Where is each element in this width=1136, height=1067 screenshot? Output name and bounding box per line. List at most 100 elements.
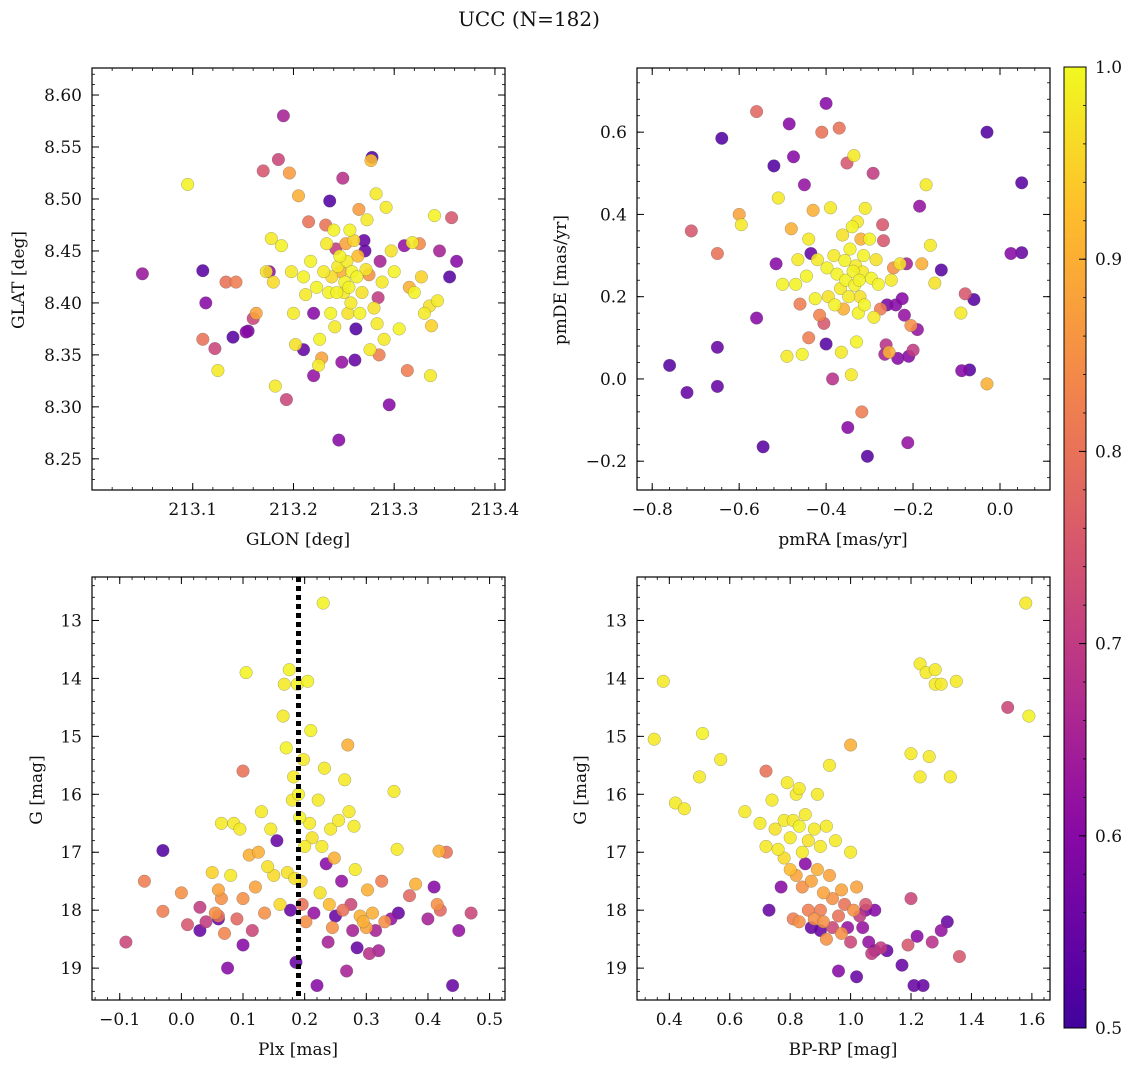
plx-point [245, 923, 259, 938]
cmd-y-tick-label: 18 [605, 901, 627, 921]
pm-point [827, 249, 841, 263]
cmd-point [801, 834, 815, 848]
sky-y-tick-label: 8.30 [44, 398, 82, 418]
plx-point [264, 822, 278, 836]
plx-point [239, 666, 253, 680]
pm-point [1004, 246, 1018, 261]
plx-point [360, 883, 375, 897]
plx-point [390, 842, 404, 856]
cmd-x-tick-label: 0.6 [716, 1010, 743, 1030]
sky-point [266, 275, 280, 289]
pm-point [923, 238, 937, 252]
plx-axes: −0.1 0.0 0.1 0.2 0.3 0.4 0.5 13 14 15 16 17 18 19 [60, 576, 506, 1030]
plx-point [342, 805, 356, 819]
cmd-y-tick-label: 13 [605, 611, 627, 631]
pm-point [934, 263, 948, 277]
plx-point [338, 773, 352, 787]
plx-point [350, 941, 364, 955]
pm-point [834, 345, 848, 359]
cmd-point [949, 674, 963, 688]
colorbar: 0.5 0.6 0.7 0.8 0.9 1.0 [1063, 58, 1122, 1039]
sky-point [424, 319, 439, 333]
sky-point [360, 213, 374, 227]
sky-point [414, 270, 428, 284]
pm-point [802, 331, 816, 345]
plx-y-tick-label: 19 [60, 959, 82, 979]
pm-point [858, 201, 872, 215]
pm-point [882, 345, 896, 359]
plx-point [348, 863, 362, 877]
cmd-point [831, 909, 846, 923]
cmd-y-axis-label: G [mag] [571, 755, 591, 824]
pm-point [844, 368, 858, 382]
pm-x-tick-label: 0.0 [986, 500, 1013, 520]
pm-point [871, 277, 885, 291]
plx-point [307, 906, 321, 920]
pm-point [852, 273, 866, 287]
sky-frame [91, 67, 506, 491]
plx-point [279, 741, 293, 755]
sky-point [432, 244, 447, 258]
plx-point [282, 663, 296, 677]
cmd-point [856, 921, 870, 935]
pm-point [919, 178, 933, 192]
plx-point [310, 978, 324, 993]
panel-proper-motion: −0.8 −0.6 −0.4 −0.2 0.0 −0.2 0.0 0.2 0.4 0.6 pmRA… [551, 67, 1051, 550]
cmd-point [656, 674, 670, 688]
plx-point [347, 819, 361, 833]
plx-point [316, 596, 330, 610]
cmd-point [844, 738, 858, 752]
pm-point [767, 159, 781, 173]
plx-point [214, 816, 228, 830]
plx-point [432, 844, 446, 858]
cmd-axes: 0.4 0.6 0.8 1.0 1.2 1.4 1.6 13 14 15 16 17 18 19 [605, 576, 1051, 1030]
plx-point [421, 912, 435, 926]
sky-point [310, 280, 324, 294]
cmd-point [647, 732, 661, 746]
sky-point [291, 189, 306, 203]
sky-y-tick-label: 8.35 [44, 346, 82, 366]
pm-point [845, 220, 859, 234]
plx-point [336, 903, 350, 917]
sky-point [348, 353, 362, 367]
cmd-point [834, 926, 849, 940]
sky-y-axis-label: GLAT [deg] [9, 231, 29, 329]
sky-x-tick-label: 213.4 [471, 500, 520, 520]
pm-point [856, 249, 871, 263]
sky-point [274, 239, 288, 253]
cmd-point [792, 781, 806, 796]
pm-point [810, 253, 824, 267]
pm-point [893, 257, 907, 271]
cmd-y-tick-label: 16 [605, 785, 627, 805]
sky-point [271, 152, 285, 167]
sky-point [333, 249, 347, 263]
plx-point [430, 897, 444, 911]
plx-y-tick-label: 15 [60, 727, 82, 747]
plx-point [254, 805, 269, 819]
cmd-point [783, 831, 797, 845]
sky-point [196, 264, 210, 278]
plx-x-tick-label: 0.4 [414, 1010, 441, 1030]
cmd-point [1001, 700, 1015, 714]
sky-point [359, 263, 373, 277]
sky-point [330, 285, 344, 300]
cmd-point [822, 758, 837, 772]
sky-point [336, 171, 350, 185]
plx-point [356, 915, 370, 929]
plx-point [313, 886, 327, 900]
pm-point [815, 125, 829, 139]
pm-point [928, 276, 942, 290]
cmd-y-tick-label: 19 [605, 959, 627, 979]
plx-point [322, 897, 336, 911]
plx-point [137, 874, 151, 888]
plx-point [427, 880, 441, 894]
cmd-point [844, 935, 858, 949]
cmd-point [753, 816, 767, 830]
pm-point [847, 149, 861, 163]
sky-point [367, 301, 381, 315]
cmd-point [804, 874, 818, 888]
plx-point [276, 709, 290, 723]
pm-point [828, 298, 842, 312]
sky-x-tick-label: 213.2 [269, 500, 318, 520]
plx-point [346, 923, 360, 938]
